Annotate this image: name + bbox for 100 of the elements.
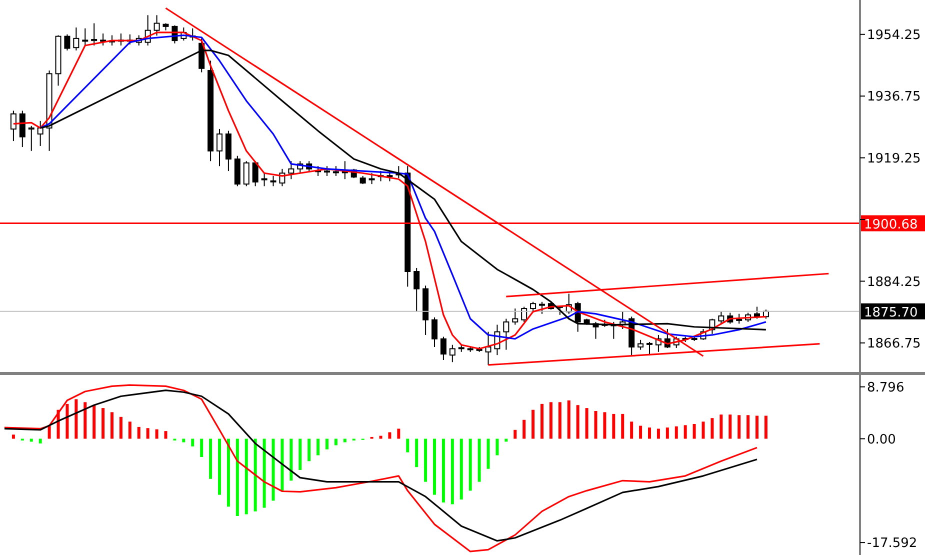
candlestick — [485, 331, 492, 366]
bar — [486, 438, 490, 469]
candlestick — [82, 28, 88, 46]
bar — [146, 428, 150, 439]
bar — [415, 438, 418, 468]
candlestick — [288, 160, 294, 180]
bar — [720, 414, 723, 439]
bar — [630, 422, 634, 439]
candlestick — [154, 14, 160, 36]
candlestick — [332, 166, 339, 176]
bar — [594, 411, 598, 439]
bar — [639, 426, 642, 439]
y-tick-label: 1936.75 — [867, 90, 921, 105]
bar — [191, 438, 194, 446]
bar — [290, 438, 293, 481]
y-tick-label: 0.00 — [867, 432, 896, 448]
bar — [656, 428, 660, 439]
bar — [532, 410, 535, 439]
bar — [756, 416, 758, 439]
candlestick — [512, 308, 518, 326]
candlestick — [503, 318, 510, 350]
bar — [738, 415, 741, 439]
bar — [326, 438, 328, 450]
candlestick — [19, 110, 26, 148]
bar — [388, 432, 392, 439]
candlestick — [539, 301, 545, 314]
bar — [66, 404, 69, 439]
y-tick-label: 1954.25 — [867, 28, 921, 43]
y-tick-label: 1919.25 — [867, 151, 921, 166]
bar — [334, 438, 338, 446]
bar — [540, 404, 544, 439]
bar — [218, 438, 221, 495]
candlestick — [440, 336, 446, 361]
bar — [746, 415, 750, 439]
candlestick — [270, 175, 276, 187]
bar — [128, 422, 132, 439]
bar — [549, 402, 552, 439]
bar — [702, 422, 705, 439]
candlestick — [252, 160, 258, 187]
bar — [621, 414, 624, 439]
candlestick — [64, 34, 70, 51]
candlestick — [100, 33, 106, 46]
candlestick — [73, 27, 80, 51]
bar — [567, 400, 570, 439]
bar — [710, 418, 714, 439]
bar — [316, 438, 320, 456]
candlestick — [449, 344, 456, 363]
bar — [226, 438, 230, 507]
bar — [666, 428, 669, 439]
bar — [460, 438, 463, 500]
ref-line-label: 1875.70 — [864, 305, 918, 320]
candlestick — [414, 267, 420, 312]
bar — [424, 438, 428, 482]
bar — [200, 438, 204, 458]
bar — [244, 438, 248, 514]
bar — [397, 428, 400, 439]
candlestick — [530, 301, 536, 312]
bar — [155, 429, 158, 439]
bar — [514, 430, 517, 439]
bar — [603, 412, 606, 439]
y-tick-label: 1866.75 — [867, 336, 921, 352]
bar — [12, 434, 15, 439]
candlestick — [368, 172, 375, 185]
bar — [478, 438, 481, 482]
bar — [164, 431, 168, 439]
bar — [496, 438, 499, 456]
candlestick — [243, 160, 250, 187]
bar — [102, 408, 105, 439]
ref-line-label: 1900.68 — [864, 217, 918, 232]
bar — [308, 438, 311, 462]
bar — [558, 402, 562, 439]
candlestick — [91, 22, 98, 46]
bar — [684, 425, 687, 439]
bar — [74, 399, 78, 439]
bar — [504, 438, 508, 442]
candlestick — [638, 339, 644, 350]
bar — [262, 438, 266, 508]
y-tick-label: 8.796 — [867, 380, 904, 396]
bar — [728, 414, 732, 439]
candlestick — [736, 313, 742, 324]
bar — [450, 438, 454, 504]
bar — [576, 405, 580, 439]
bar — [254, 438, 257, 512]
bar — [84, 402, 87, 439]
candlestick — [261, 172, 268, 187]
bar — [433, 438, 436, 495]
bar — [692, 424, 696, 439]
bar — [272, 438, 275, 501]
bar — [648, 428, 651, 439]
candlestick — [216, 128, 222, 167]
bar — [406, 438, 410, 452]
candlestick — [432, 316, 438, 348]
candlestick — [386, 170, 393, 182]
y-tick-label: -17.592 — [867, 536, 918, 552]
bar — [48, 426, 51, 439]
bar — [442, 438, 445, 502]
candlestick — [718, 311, 724, 324]
candlestick — [28, 125, 34, 152]
bar — [612, 414, 616, 439]
bar — [280, 438, 284, 491]
